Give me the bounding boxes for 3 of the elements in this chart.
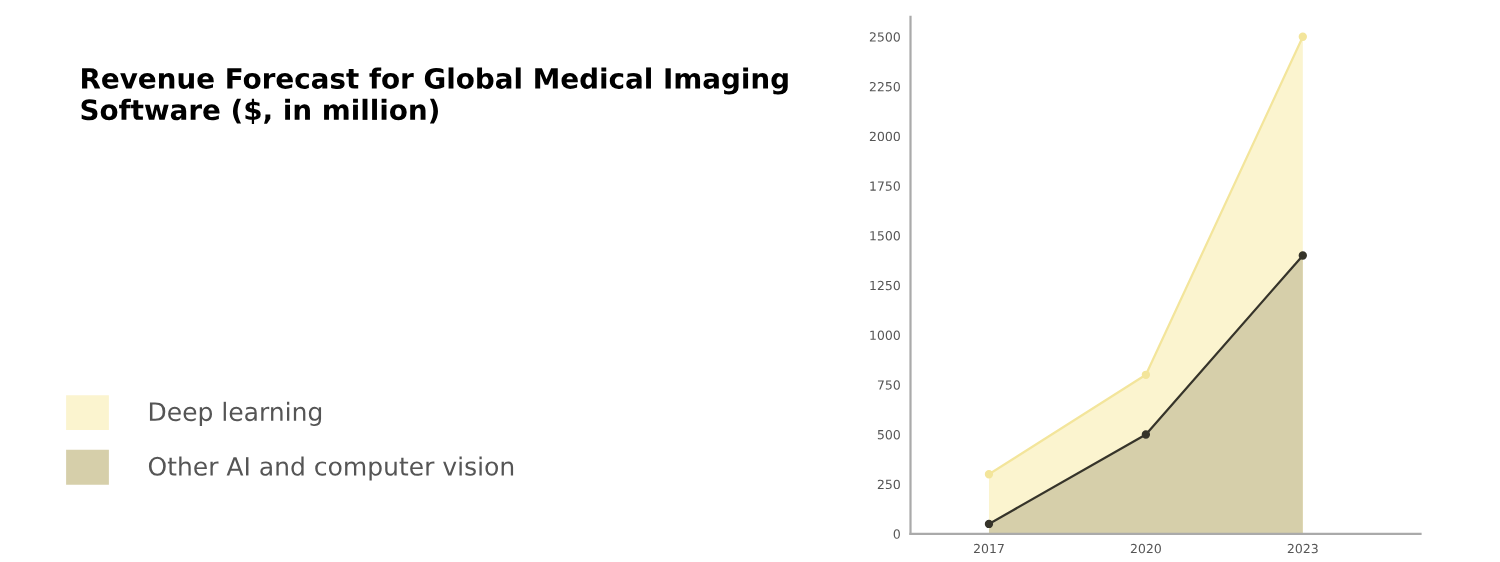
legend-label: Deep learning — [149, 401, 322, 426]
text: Revenue Forecast for Global Medical Imaging Software ($, in million) — [81, 67, 788, 124]
legend-label: Other AI and computer vision — [148, 456, 514, 481]
